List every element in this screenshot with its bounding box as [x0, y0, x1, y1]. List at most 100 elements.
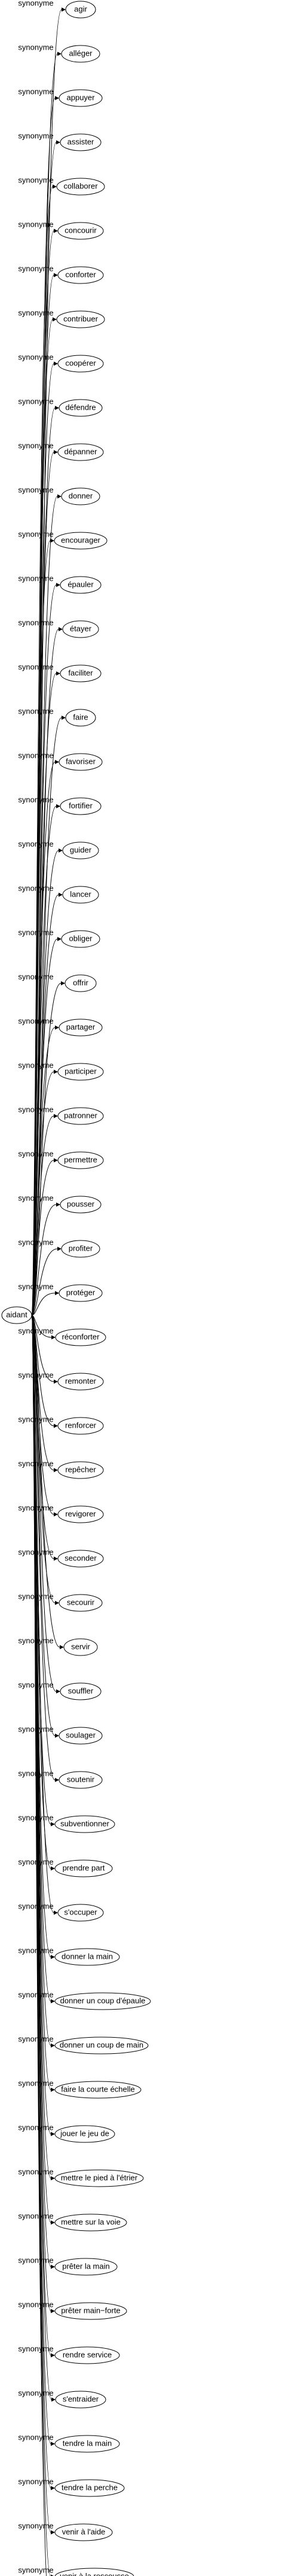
target-node: faire la courte échelle [55, 2081, 141, 2098]
edge-label: synonyme [18, 1857, 53, 1866]
edge-label: synonyme [18, 264, 53, 273]
target-label: venir à l'aide [62, 2527, 106, 2536]
target-node: donner [62, 488, 100, 505]
target-node: donner un coup d'épaule [55, 1993, 151, 2010]
target-node: épauler [60, 577, 101, 593]
edge [32, 8, 66, 1316]
target-node: profiter [62, 1240, 100, 1257]
target-node: souffler [60, 1683, 101, 1700]
target-label: jouer le jeu de [60, 2129, 109, 2138]
target-label: offrir [73, 978, 88, 987]
target-label: coopérer [65, 358, 96, 367]
target-node: contribuer [57, 311, 105, 328]
target-label: soutenir [67, 1775, 95, 1784]
target-node: mettre sur la voie [55, 2214, 127, 2231]
target-node: patronner [58, 1108, 103, 1124]
target-node: favoriser [59, 754, 102, 770]
target-node: repêcher [58, 1462, 103, 1478]
target-label: patronner [64, 1111, 97, 1120]
edge-label: synonyme [18, 1813, 53, 1822]
target-node: jouer le jeu de [55, 2126, 115, 2142]
target-label: faire [73, 712, 88, 721]
target-label: défendre [65, 403, 96, 411]
edge-label: synonyme [18, 1901, 53, 1910]
target-label: faciliter [68, 668, 93, 677]
edge-label: synonyme [18, 2167, 53, 2176]
edge-label: synonyme [18, 928, 53, 937]
edge-label: synonyme [18, 1237, 53, 1246]
target-node: dépanner [58, 444, 103, 461]
target-node: renforcer [58, 1417, 103, 1434]
root-label: aidant [6, 1310, 27, 1319]
edge-label: synonyme [18, 574, 53, 583]
target-label: donner un coup d'épaule [60, 1996, 146, 2005]
target-label: servir [71, 1642, 90, 1651]
edge-label: synonyme [18, 2123, 53, 2132]
target-label: pousser [67, 1199, 95, 1208]
target-node: collaborer [57, 178, 105, 195]
edge [32, 1291, 59, 1316]
target-node: appuyer [59, 90, 102, 106]
target-node: prêter main−forte [55, 2303, 127, 2319]
target-label: s'occuper [64, 1907, 97, 1916]
target-label: prêter la main [62, 2261, 109, 2270]
edge-label: synonyme [18, 0, 53, 7]
target-label: lancer [70, 889, 91, 898]
target-label: alléger [69, 48, 93, 57]
target-node: seconder [58, 1550, 103, 1567]
target-label: favoriser [66, 757, 96, 766]
target-node: guider [63, 842, 99, 859]
target-node: revigorer [58, 1506, 103, 1523]
target-node: participer [58, 1063, 103, 1080]
edge-label: synonyme [18, 706, 53, 715]
edge-label: synonyme [18, 42, 53, 51]
target-label: guider [70, 845, 92, 854]
target-node: réconforter [56, 1329, 106, 1346]
target-node: encourager [54, 532, 107, 549]
edge-label: synonyme [18, 220, 53, 228]
target-label: concourir [65, 225, 97, 234]
target-node: pousser [60, 1196, 101, 1213]
target-label: épauler [67, 580, 94, 589]
target-label: mettre le pied à l'étrier [61, 2173, 138, 2182]
target-node: secourir [59, 1595, 102, 1611]
target-node: partager [59, 1019, 102, 1036]
target-node: lancer [63, 886, 99, 903]
target-node: subventionner [55, 1816, 115, 1833]
edge-label: synonyme [18, 2477, 53, 2486]
edge-label: synonyme [18, 751, 53, 760]
target-label: partager [66, 1022, 96, 1031]
target-node: mettre le pied à l'étrier [55, 2170, 143, 2187]
target-label: donner la main [62, 1952, 113, 1961]
target-node: tendre la main [55, 2435, 119, 2452]
edge-label: synonyme [18, 131, 53, 140]
target-label: conforter [65, 270, 96, 279]
target-node: permettre [58, 1152, 103, 1169]
target-node: s'entraider [56, 2391, 106, 2408]
edge-label: synonyme [18, 2034, 53, 2043]
target-label: revigorer [65, 1509, 96, 1518]
edge-label: synonyme [18, 2388, 53, 2397]
target-label: permettre [64, 1155, 97, 1164]
edge-label: synonyme [18, 1990, 53, 1999]
target-label: faire la courte échelle [61, 2084, 135, 2093]
edge-label: synonyme [18, 972, 53, 981]
target-label: collaborer [63, 181, 98, 190]
edge-label: synonyme [18, 1149, 53, 1158]
target-label: repêcher [65, 1465, 96, 1474]
target-node: coopérer [58, 355, 103, 372]
target-label: mettre sur la voie [61, 2217, 121, 2226]
target-node: donner un coup de main [55, 2037, 148, 2054]
edge-label: synonyme [18, 2211, 53, 2220]
edge-label: synonyme [18, 308, 53, 317]
target-label: contribuer [63, 314, 98, 323]
target-label: obliger [69, 934, 93, 943]
target-label: prendre part [63, 1863, 105, 1872]
edge-label: synonyme [18, 1282, 53, 1291]
target-node: prendre part [55, 1860, 112, 1877]
target-label: encourager [61, 535, 100, 544]
edge-label: synonyme [18, 839, 53, 848]
target-node: faciliter [60, 665, 101, 682]
target-node: venir à l'aide [55, 2524, 112, 2541]
synonym-graph: synonyme synonyme synonyme synonyme synonyme… [0, 0, 307, 2576]
